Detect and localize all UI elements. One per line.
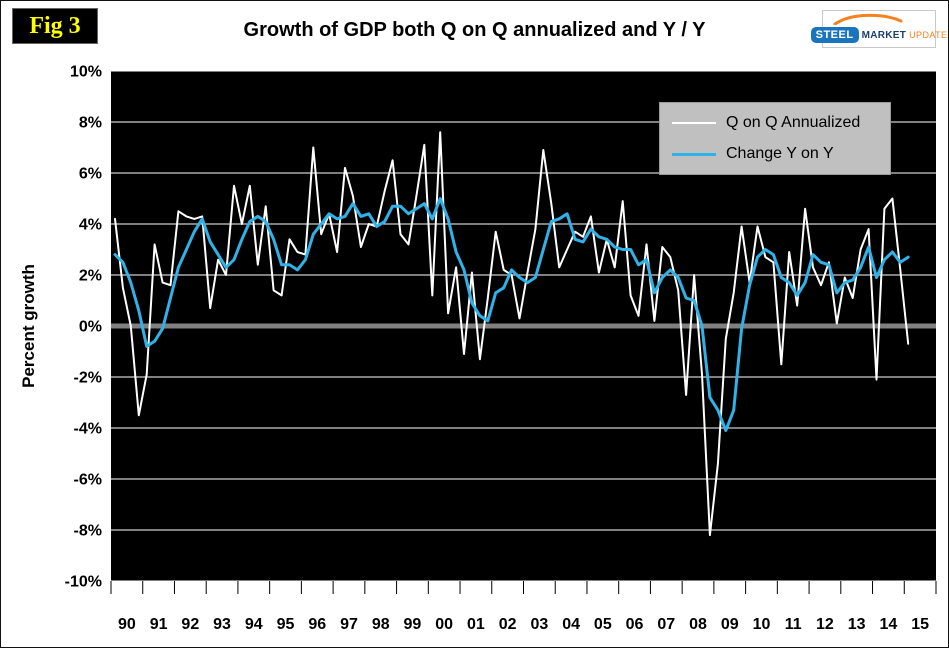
x-axis-tick-label: 03 [530,616,548,633]
x-axis-tick-label: 09 [721,616,739,633]
x-axis-tick-label: 13 [848,616,866,633]
x-axis-tick-label: 01 [467,616,485,633]
x-axis-tick-label: 15 [911,616,929,633]
y-axis-tick-label: 2% [79,268,102,285]
y-axis-tick-label: -4% [74,421,102,438]
x-axis-tick-label: 98 [372,616,390,633]
legend-label-yoy: Change Y on Y [726,145,834,162]
x-axis-tick-label: 99 [404,616,422,633]
legend: Q on Q Annualized Change Y on Y [659,102,891,175]
logo-market-text: MARKET [861,29,907,41]
legend-label-qoq: Q on Q Annualized [726,114,861,131]
x-axis-tick-label: 06 [626,616,644,633]
logo-steel-wordmark: STEEL [810,27,859,43]
y-axis-tick-label: -2% [74,370,102,387]
x-axis-tick-label: 92 [181,616,199,633]
x-axis-tick-label: 07 [657,616,675,633]
y-axis-tick-label: 10% [70,64,102,81]
legend-line-sample-yoy [672,152,716,156]
series-line-change-y-on-y [113,197,910,432]
x-axis-tick-label: 08 [689,616,707,633]
legend-item-qoq: Q on Q Annualized [672,112,878,134]
y-axis-tick-label: 8% [79,115,102,132]
x-axis-tick-label: 95 [277,616,295,633]
y-axis-tick-label: 0% [79,319,102,336]
logo-swoosh-icon [833,13,903,25]
x-axis-tick-label: 91 [150,616,168,633]
x-axis-tick-label: 10 [753,616,771,633]
figure-number-badge: Fig 3 [12,8,98,44]
y-axis-tick-label: -8% [74,523,102,540]
x-axis-tick-label: 96 [308,616,326,633]
y-axis-tick-label: 6% [79,166,102,183]
logo-text-row: STEEL MARKET UPDATE [810,27,948,43]
y-axis-tick-label: -6% [74,472,102,489]
series-line-q-on-q-annualized [114,131,910,537]
y-axis-tick-label: -10% [65,574,102,591]
legend-line-sample-qoq [672,122,716,124]
y-axis-tick-label: 4% [79,217,102,234]
logo-update-text: UPDATE [909,30,948,40]
x-axis-tick-label: 05 [594,616,612,633]
x-axis-tick-label: 12 [816,616,834,633]
x-axis-tick-label: 97 [340,616,358,633]
x-axis-tick-label: 90 [118,616,136,633]
steel-market-update-logo: STEEL MARKET UPDATE [810,10,947,48]
x-axis-tick-label: 14 [880,616,898,633]
x-axis-tick-label: 93 [213,616,231,633]
x-axis-tick-label: 02 [499,616,517,633]
x-axis-tick-label: 94 [245,616,263,633]
legend-item-yoy: Change Y on Y [672,143,878,165]
chart-title: Growth of GDP both Q on Q annualized and… [243,19,706,41]
x-axis-tick-label: 11 [785,616,802,633]
x-axis-tick-label: 00 [435,616,453,633]
x-axis-tick-label: 04 [562,616,580,633]
